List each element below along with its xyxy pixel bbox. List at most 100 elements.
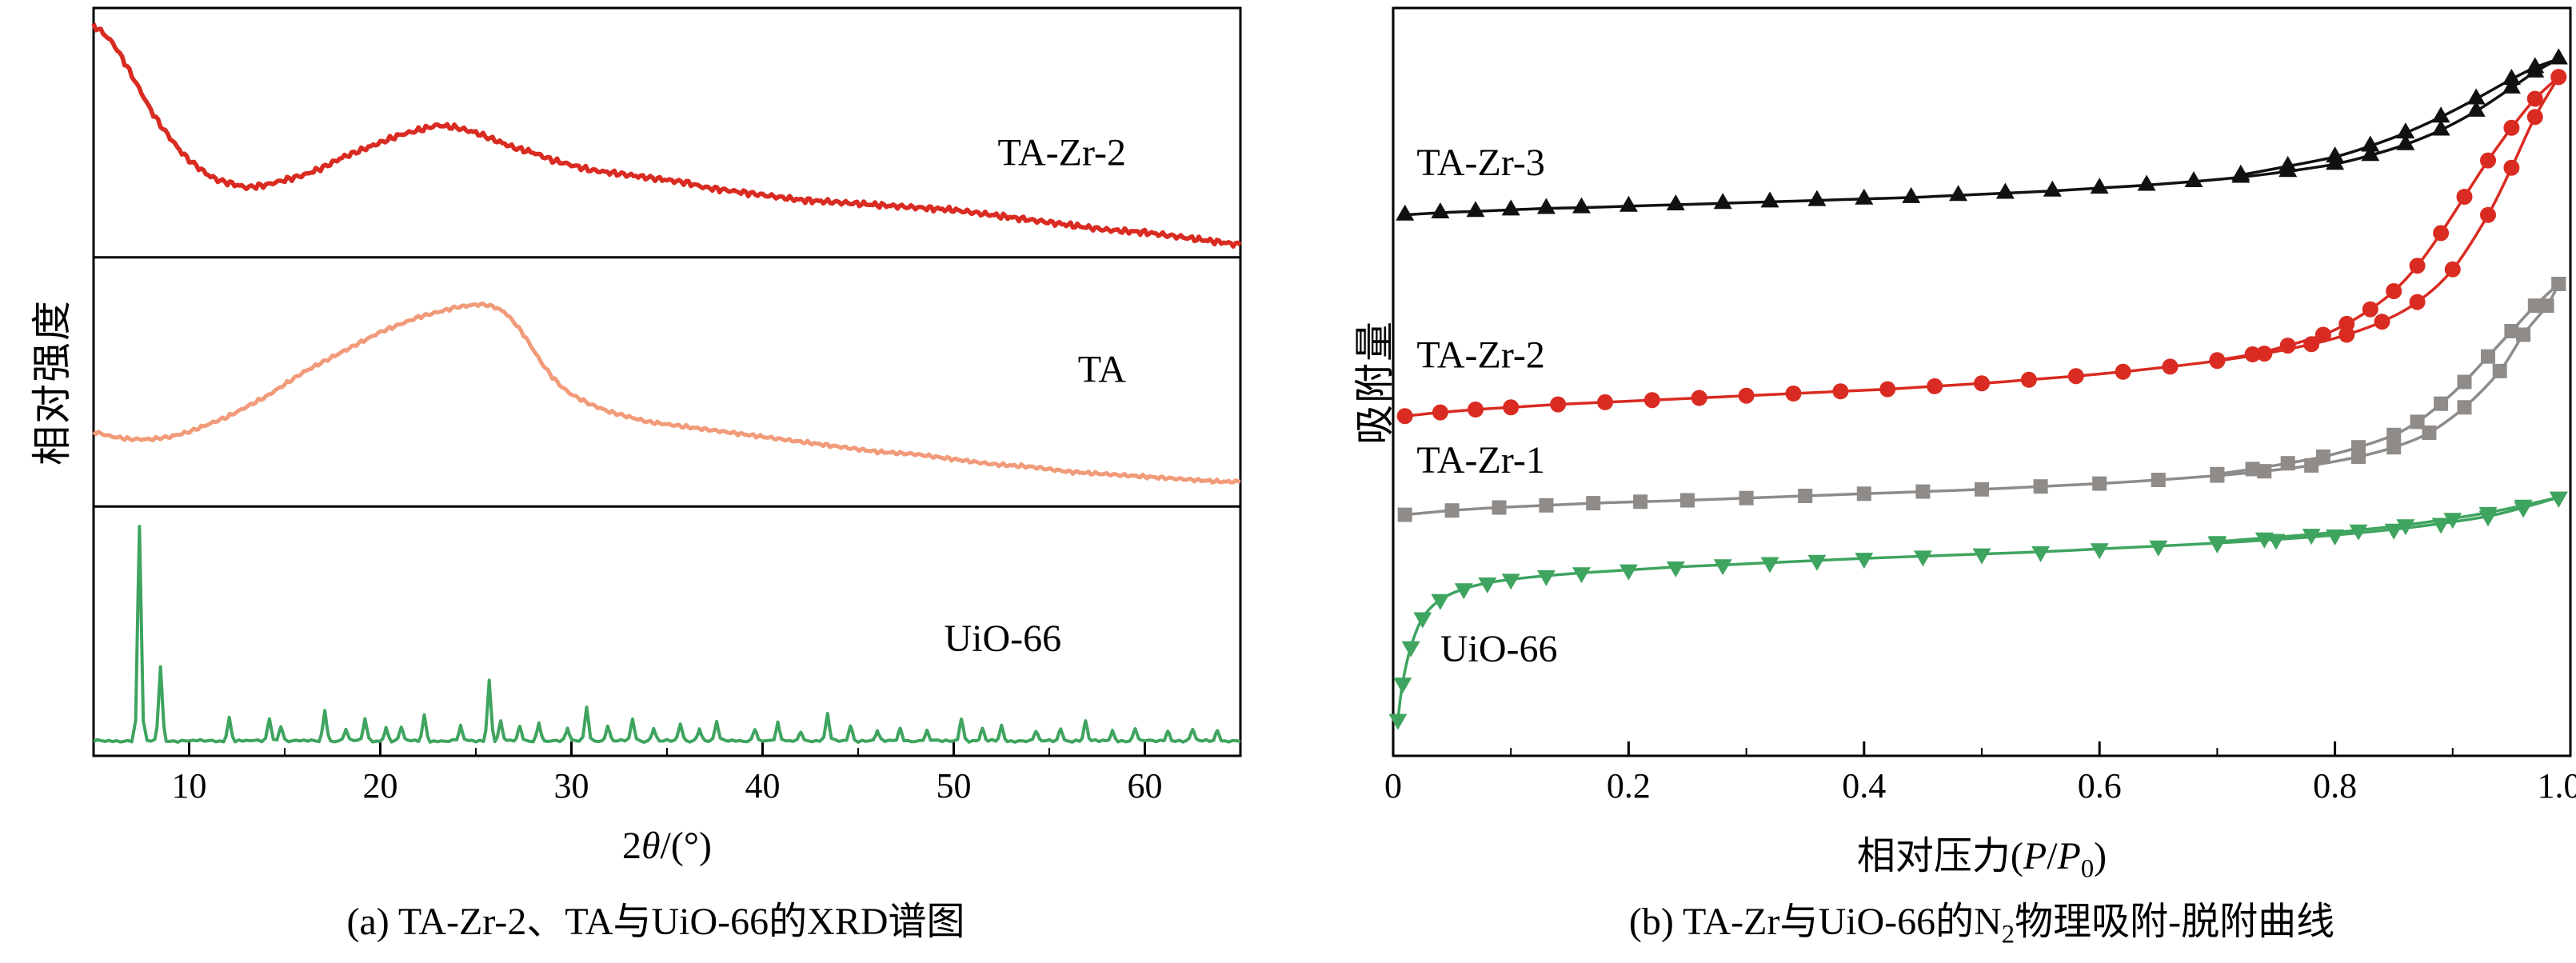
marker-triangle-down (2514, 499, 2533, 516)
marker-triangle-down (2031, 545, 2051, 562)
marker-triangle-up (2431, 119, 2450, 136)
series-line-TA-Zr-2 (91, 22, 1242, 249)
marker-square (1915, 484, 1931, 499)
marker-triangle-down (2431, 517, 2450, 534)
marker-triangle-down (2443, 513, 2462, 529)
marker-triangle-up (2231, 164, 2251, 181)
marker-triangle-up (2502, 77, 2521, 94)
adsorption-branch (1396, 496, 2559, 720)
marker-square (2210, 466, 2225, 482)
marker-triangle-down (2326, 529, 2345, 545)
marker-square (2245, 462, 2260, 477)
marker-square (2504, 324, 2519, 338)
marker-circle (1396, 408, 1413, 425)
x-tick-label: 50 (937, 766, 972, 805)
marker-circle (2279, 338, 2296, 354)
marker-circle (1643, 392, 1660, 409)
x-axis-label-isotherm: 相对压力(P/P0) (1856, 835, 2107, 884)
marker-circle (2314, 326, 2331, 343)
marker-triangle-up (1431, 202, 1450, 218)
series-label-TA-Zr-3: TA-Zr-3 (1416, 142, 1544, 184)
series-TA-Zr-2 (91, 22, 1242, 249)
marker-circle (1785, 386, 1802, 402)
marker-triangle-up (2184, 171, 2203, 187)
xrd-chart: 10 20 30 40 50 60 TA-Zr-2 TA UiO-66 (91, 6, 1242, 805)
marker-triangle-down (1572, 567, 1591, 584)
marker-triangle-down (2478, 506, 2498, 523)
x-tick-label: 20 (363, 766, 398, 805)
marker-square (2304, 458, 2319, 473)
series-label-UiO-66: UiO-66 (945, 617, 1062, 660)
marker-circle (2020, 371, 2037, 388)
marker-circle (1432, 404, 1448, 421)
marker-triangle-down (2090, 543, 2109, 560)
marker-circle (1927, 378, 1943, 394)
marker-triangle-down (1713, 559, 1732, 576)
marker-circle (2338, 315, 2355, 332)
marker-square (1397, 507, 1412, 522)
marker-triangle-up (2466, 88, 2486, 105)
adsorption-branch (1404, 283, 2560, 517)
series-label-TA: TA (1078, 349, 1126, 391)
plot-frame (92, 6, 1242, 757)
marker-triangle-up (1536, 198, 1556, 214)
marker-circle (2409, 258, 2426, 274)
marker-triangle-up (1760, 191, 1779, 208)
marker-square (1680, 493, 1695, 508)
marker-triangle-up (1572, 197, 1591, 214)
marker-square (1856, 486, 1871, 501)
marker-triangle-down (2549, 491, 2568, 508)
x-tick-label: 0.4 (1842, 766, 1886, 805)
marker-triangle-down (2254, 532, 2274, 549)
marker-square (2492, 363, 2507, 378)
marker-triangle-down (1536, 569, 1556, 586)
marker-square (1444, 503, 1460, 518)
marker-triangle-down (2266, 533, 2286, 550)
series-label-UiO-66: UiO-66 (1440, 628, 1558, 670)
marker-triangle-up (2090, 178, 2109, 194)
x-tick-label: 0 (1384, 766, 1402, 805)
marker-square (1539, 497, 1554, 513)
marker-triangle-down (1431, 593, 1450, 610)
marker-circle (1503, 399, 1520, 416)
marker-square (2516, 327, 2531, 342)
marker-square (2527, 298, 2542, 314)
marker-triangle-up (1396, 204, 1415, 221)
marker-square (2033, 479, 2048, 494)
marker-triangle-up (2361, 135, 2380, 152)
marker-square (2457, 374, 2472, 390)
marker-triangle-up (1466, 201, 1485, 218)
marker-triangle-down (1807, 554, 1827, 571)
x-tick-label: 0.8 (2313, 766, 2357, 805)
x-tick-label: 1.0 (2538, 766, 2576, 805)
marker-circle (2209, 352, 2226, 369)
marker-triangle-down (1413, 612, 1432, 629)
marker-circle (2162, 358, 2179, 375)
marker-triangle-up (1902, 186, 1921, 203)
marker-triangle-up (2396, 134, 2415, 150)
marker-triangle-down (1401, 641, 1420, 657)
marker-circle (2526, 109, 2543, 126)
marker-triangle-up (2526, 57, 2545, 74)
marker-square (2315, 450, 2330, 464)
marker-circle (2503, 119, 2520, 136)
marker-square (2386, 440, 2402, 455)
caption-isotherm: (b) TA-Zr与UiO-66的N2物理吸附-脱附曲线 (1628, 901, 2335, 949)
series-TA (92, 302, 1241, 485)
marker-triangle-down (1393, 677, 1412, 694)
marker-circle (1879, 381, 1896, 398)
marker-square (1492, 500, 1507, 515)
x-tick-label: 10 (172, 766, 207, 805)
marker-square (2481, 349, 2495, 364)
marker-circle (2386, 283, 2402, 299)
x-tick-label: 30 (554, 766, 589, 805)
marker-circle (2433, 225, 2450, 242)
marker-triangle-up (2549, 48, 2568, 65)
marker-triangle-down (1666, 561, 1685, 577)
marker-triangle-up (2326, 146, 2345, 163)
marker-square (2539, 298, 2554, 314)
marker-circle (1974, 375, 1990, 392)
marker-square (2422, 426, 2437, 440)
marker-square (2280, 456, 2295, 471)
x-axis: 0 0.2 0.4 0.6 0.8 1.0 (1384, 741, 2576, 805)
